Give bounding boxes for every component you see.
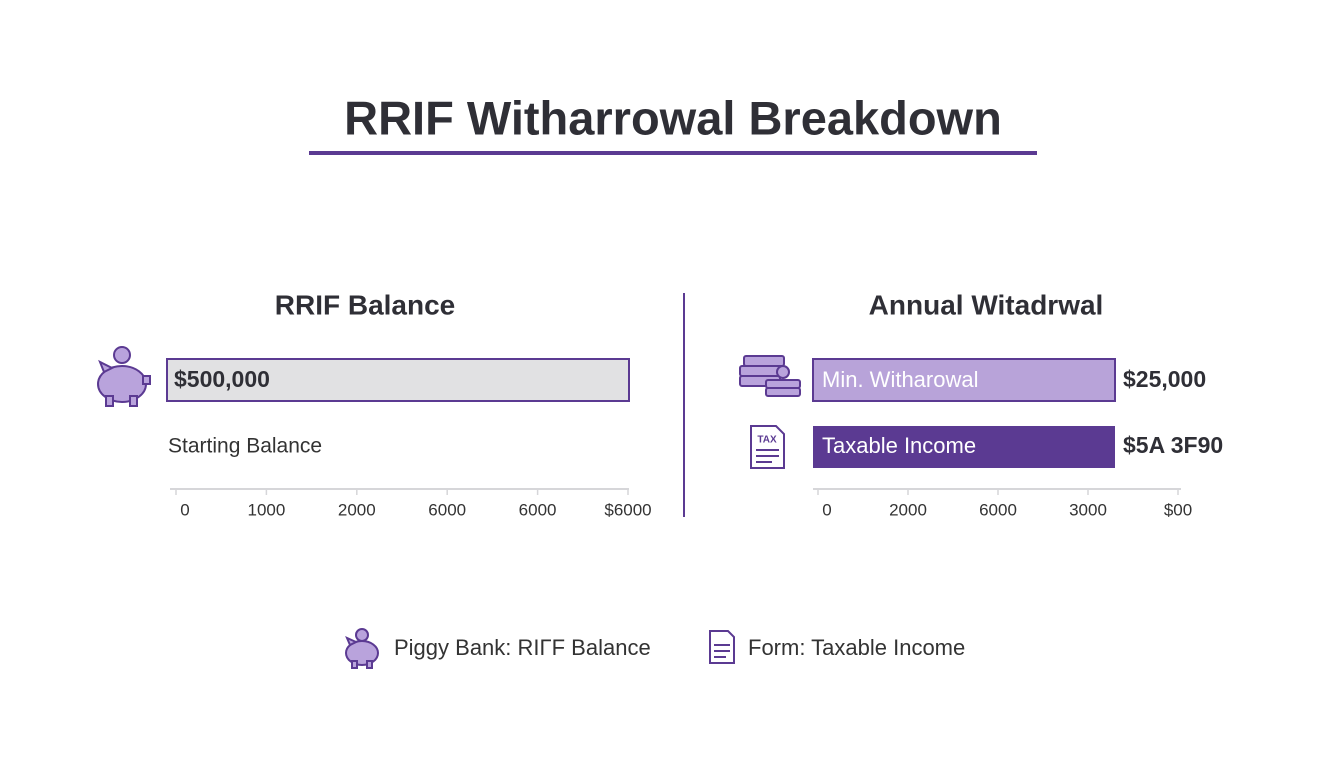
panel-heading: Annual Witadrwal xyxy=(869,289,1104,320)
tick-label: 2000 xyxy=(889,500,927,519)
legend-label: Piggy Bank: RIΓF Balance xyxy=(394,635,651,660)
money-icon xyxy=(739,355,801,397)
icon-text: TAX xyxy=(757,435,777,446)
panel-heading: RRIF Balance xyxy=(275,289,456,320)
tick-label: 0 xyxy=(180,500,189,519)
bar-label: $500,000 xyxy=(174,366,270,392)
bar-value: $25,000 xyxy=(1123,366,1206,392)
legend-label: Form: Taxable Income xyxy=(748,635,965,660)
tax-form-icon: TAX xyxy=(750,425,785,469)
balance-bar xyxy=(166,358,630,402)
tick-label: 1000 xyxy=(247,500,285,519)
piggy-icon xyxy=(97,346,151,407)
bar-value: $5A 3F90 xyxy=(1123,432,1223,458)
tick-label: 0 xyxy=(822,500,831,519)
income-bar xyxy=(813,426,1115,468)
tick-label: 6000 xyxy=(519,500,557,519)
legend-piggy-icon xyxy=(345,628,379,669)
bar-label: Taxable Income xyxy=(822,433,976,458)
tick-label: 6000 xyxy=(979,500,1017,519)
title: RRIF Witharrowal Breakdown xyxy=(344,91,1002,144)
bar-label: Min. Witharowal xyxy=(822,367,978,392)
tick-label: 6000 xyxy=(428,500,466,519)
withdrawal-bar xyxy=(812,358,1116,402)
axis-ticks: 0 1000 2000 6000 6000 $6000 xyxy=(175,489,652,519)
tick-label: 3000 xyxy=(1069,500,1107,519)
tick-label: $00 xyxy=(1164,500,1192,519)
legend-form-icon xyxy=(709,630,735,664)
tick-label: 2000 xyxy=(338,500,376,519)
axis-ticks: 0 2000 6000 3000 $00 xyxy=(817,489,1192,519)
title-underline xyxy=(309,151,1037,155)
tick-label: $6000 xyxy=(604,500,651,519)
caption: Starting Balance xyxy=(168,435,322,458)
